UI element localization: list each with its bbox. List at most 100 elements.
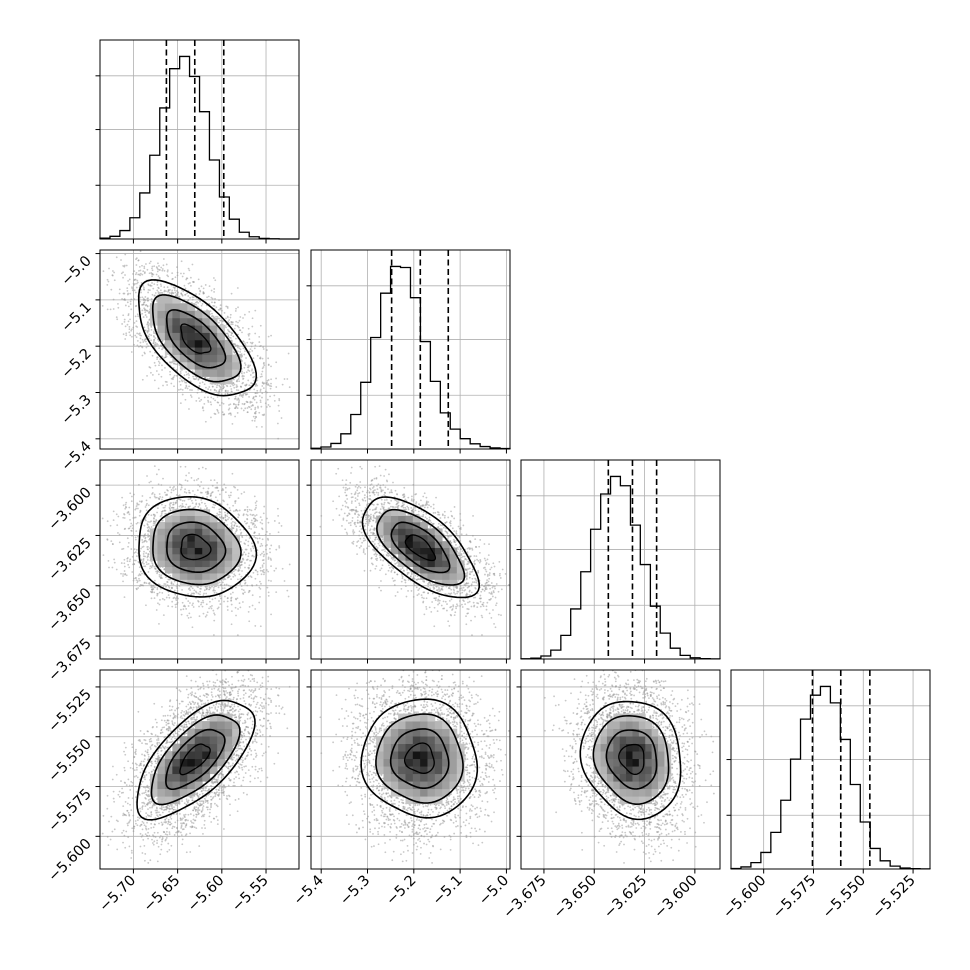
- sample-point: [436, 589, 439, 592]
- sample-point: [236, 407, 239, 409]
- sample-point: [244, 364, 247, 366]
- sample-point: [159, 571, 161, 574]
- sample-point: [500, 588, 503, 591]
- sample-point: [213, 288, 216, 290]
- sample-point: [129, 300, 132, 303]
- sample-point: [215, 306, 218, 309]
- x-tick-label: −5.550: [820, 873, 869, 922]
- sample-point: [123, 265, 126, 268]
- sample-point: [132, 273, 134, 275]
- sample-point: [221, 323, 224, 326]
- sample-point: [147, 321, 149, 324]
- sample-point: [176, 266, 178, 269]
- sample-point: [493, 622, 495, 625]
- sample-point: [490, 566, 493, 569]
- sample-point: [485, 588, 488, 590]
- sample-point: [185, 373, 188, 376]
- sample-point: [156, 270, 159, 273]
- sample-point: [174, 821, 177, 824]
- sample-point: [144, 565, 147, 568]
- sample-point: [205, 592, 208, 595]
- sample-point: [266, 383, 268, 386]
- sample-point: [256, 710, 259, 713]
- sample-point: [390, 556, 393, 559]
- density-cell: [217, 528, 226, 536]
- sample-point: [213, 591, 216, 594]
- sample-point: [228, 507, 231, 509]
- density-cell: [209, 566, 218, 574]
- sample-point: [130, 548, 133, 550]
- sample-point: [189, 589, 192, 591]
- sample-point: [244, 543, 246, 545]
- sample-point: [342, 518, 345, 521]
- sample-point: [166, 286, 169, 289]
- sample-point: [116, 524, 119, 527]
- sample-point: [261, 425, 263, 428]
- sample-point: [239, 578, 242, 580]
- sample-point: [478, 545, 481, 548]
- sample-point: [122, 516, 125, 519]
- sample-point: [148, 366, 151, 368]
- sample-point: [235, 508, 238, 511]
- sample-point: [143, 288, 146, 291]
- sample-point: [149, 496, 152, 499]
- sample-point: [113, 271, 116, 274]
- sample-point: [196, 391, 199, 394]
- sample-point: [275, 567, 277, 570]
- sample-point: [249, 348, 252, 351]
- sample-point: [426, 506, 429, 509]
- sample-point: [275, 548, 278, 551]
- sample-point: [263, 571, 266, 574]
- sample-point: [212, 586, 215, 589]
- density-cell: [187, 534, 196, 542]
- sample-point: [194, 505, 197, 508]
- sample-point: [188, 408, 190, 410]
- sample-point: [358, 492, 361, 494]
- sample-point: [437, 598, 440, 601]
- sample-point: [277, 437, 280, 440]
- sample-point: [221, 309, 223, 312]
- density-cell: [390, 547, 399, 555]
- sample-point: [157, 275, 160, 278]
- density-cell: [172, 515, 181, 523]
- sample-point: [139, 845, 142, 848]
- sample-point: [261, 370, 264, 373]
- density-cell: [434, 534, 443, 542]
- sample-point: [270, 378, 273, 381]
- sample-point: [263, 413, 266, 416]
- sample-point: [139, 570, 142, 573]
- sample-point: [229, 313, 232, 316]
- sample-point: [226, 523, 229, 526]
- sample-point: [161, 340, 164, 343]
- sample-point: [226, 605, 229, 608]
- sample-point: [386, 480, 389, 483]
- sample-point: [135, 282, 138, 285]
- sample-point: [118, 541, 121, 544]
- density-cell: [434, 566, 443, 574]
- sample-point: [364, 539, 367, 542]
- sample-point: [262, 562, 265, 565]
- sample-point: [186, 614, 189, 617]
- sample-point: [170, 506, 173, 509]
- sample-point: [463, 589, 466, 592]
- sample-point: [168, 586, 171, 589]
- sample-point: [194, 378, 197, 380]
- sample-point: [167, 585, 170, 588]
- sample-point: [159, 283, 162, 286]
- sample-point: [230, 597, 233, 600]
- sample-point: [126, 323, 129, 326]
- sample-point: [148, 538, 151, 541]
- sample-point: [417, 593, 420, 595]
- sample-point: [403, 495, 406, 498]
- sample-point: [262, 512, 265, 515]
- sample-point: [149, 565, 152, 568]
- sample-point: [253, 388, 256, 391]
- sample-point: [217, 775, 220, 778]
- sample-point: [158, 622, 160, 625]
- sample-point: [152, 524, 155, 527]
- sample-point: [211, 297, 214, 300]
- density-cell: [202, 579, 211, 587]
- sample-point: [230, 292, 233, 295]
- sample-point: [197, 477, 200, 480]
- sample-point: [111, 543, 114, 545]
